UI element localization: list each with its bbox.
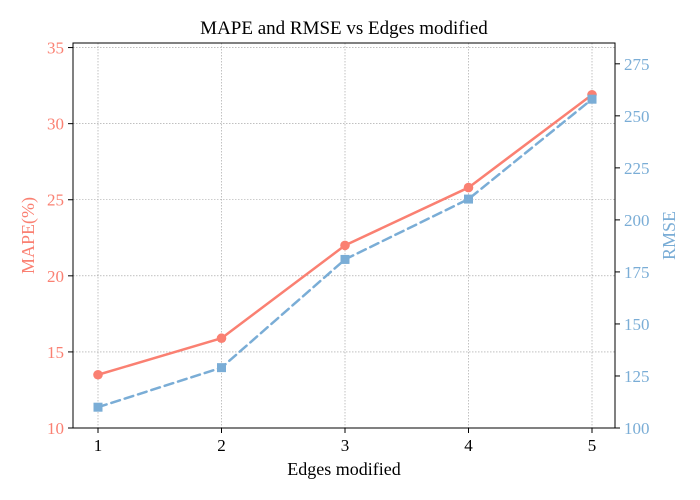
- y-left-tick-label: 10: [47, 419, 64, 438]
- mape-point: [93, 369, 103, 380]
- series-layer: [93, 89, 597, 412]
- rmse-point: [93, 402, 103, 412]
- mape-point: [463, 182, 474, 193]
- rmse-point: [587, 94, 597, 104]
- grid: [73, 43, 615, 429]
- y-left-tick-label: 20: [47, 267, 64, 286]
- y-right-tick-label: 125: [624, 367, 650, 386]
- y-right-tick-label: 150: [624, 315, 650, 334]
- mape-point: [216, 333, 227, 344]
- plot-frame: [72, 42, 616, 429]
- y-left-tick-label: 15: [47, 343, 64, 362]
- y-right-tick-label: 100: [624, 419, 650, 438]
- x-tick-label: 4: [464, 436, 473, 455]
- y-left-tick-label: 25: [47, 191, 64, 210]
- rmse-point: [217, 363, 226, 373]
- mape-point: [340, 240, 350, 251]
- rmse-point: [464, 194, 473, 204]
- x-tick-label: 2: [217, 436, 226, 455]
- chart-title: MAPE and RMSE vs Edges modified: [200, 18, 488, 39]
- y-left-tick-label: 35: [47, 39, 64, 58]
- y-right-tick-label: 200: [624, 211, 650, 230]
- y-right-tick-label: 250: [624, 107, 650, 126]
- y-right-tick-label: 275: [624, 55, 650, 74]
- y-left-axis-label: MAPE(%): [18, 197, 39, 274]
- x-tick-label: 3: [341, 436, 350, 455]
- y-right-axis-label: RMSE: [659, 211, 679, 260]
- x-axis-label: Edges modified: [287, 459, 400, 479]
- x-tick-label: 1: [94, 436, 103, 455]
- y-right-tick-label: 175: [624, 263, 650, 282]
- x-tick-label: 5: [588, 436, 597, 455]
- axes: 1 2 3 4 5 10 15 20 25 30 35 100 125 150 175 200 225 250 27…: [47, 39, 650, 455]
- y-right-tick-label: 225: [624, 159, 650, 178]
- rmse-point: [340, 254, 350, 264]
- y-left-tick-label: 30: [47, 115, 64, 134]
